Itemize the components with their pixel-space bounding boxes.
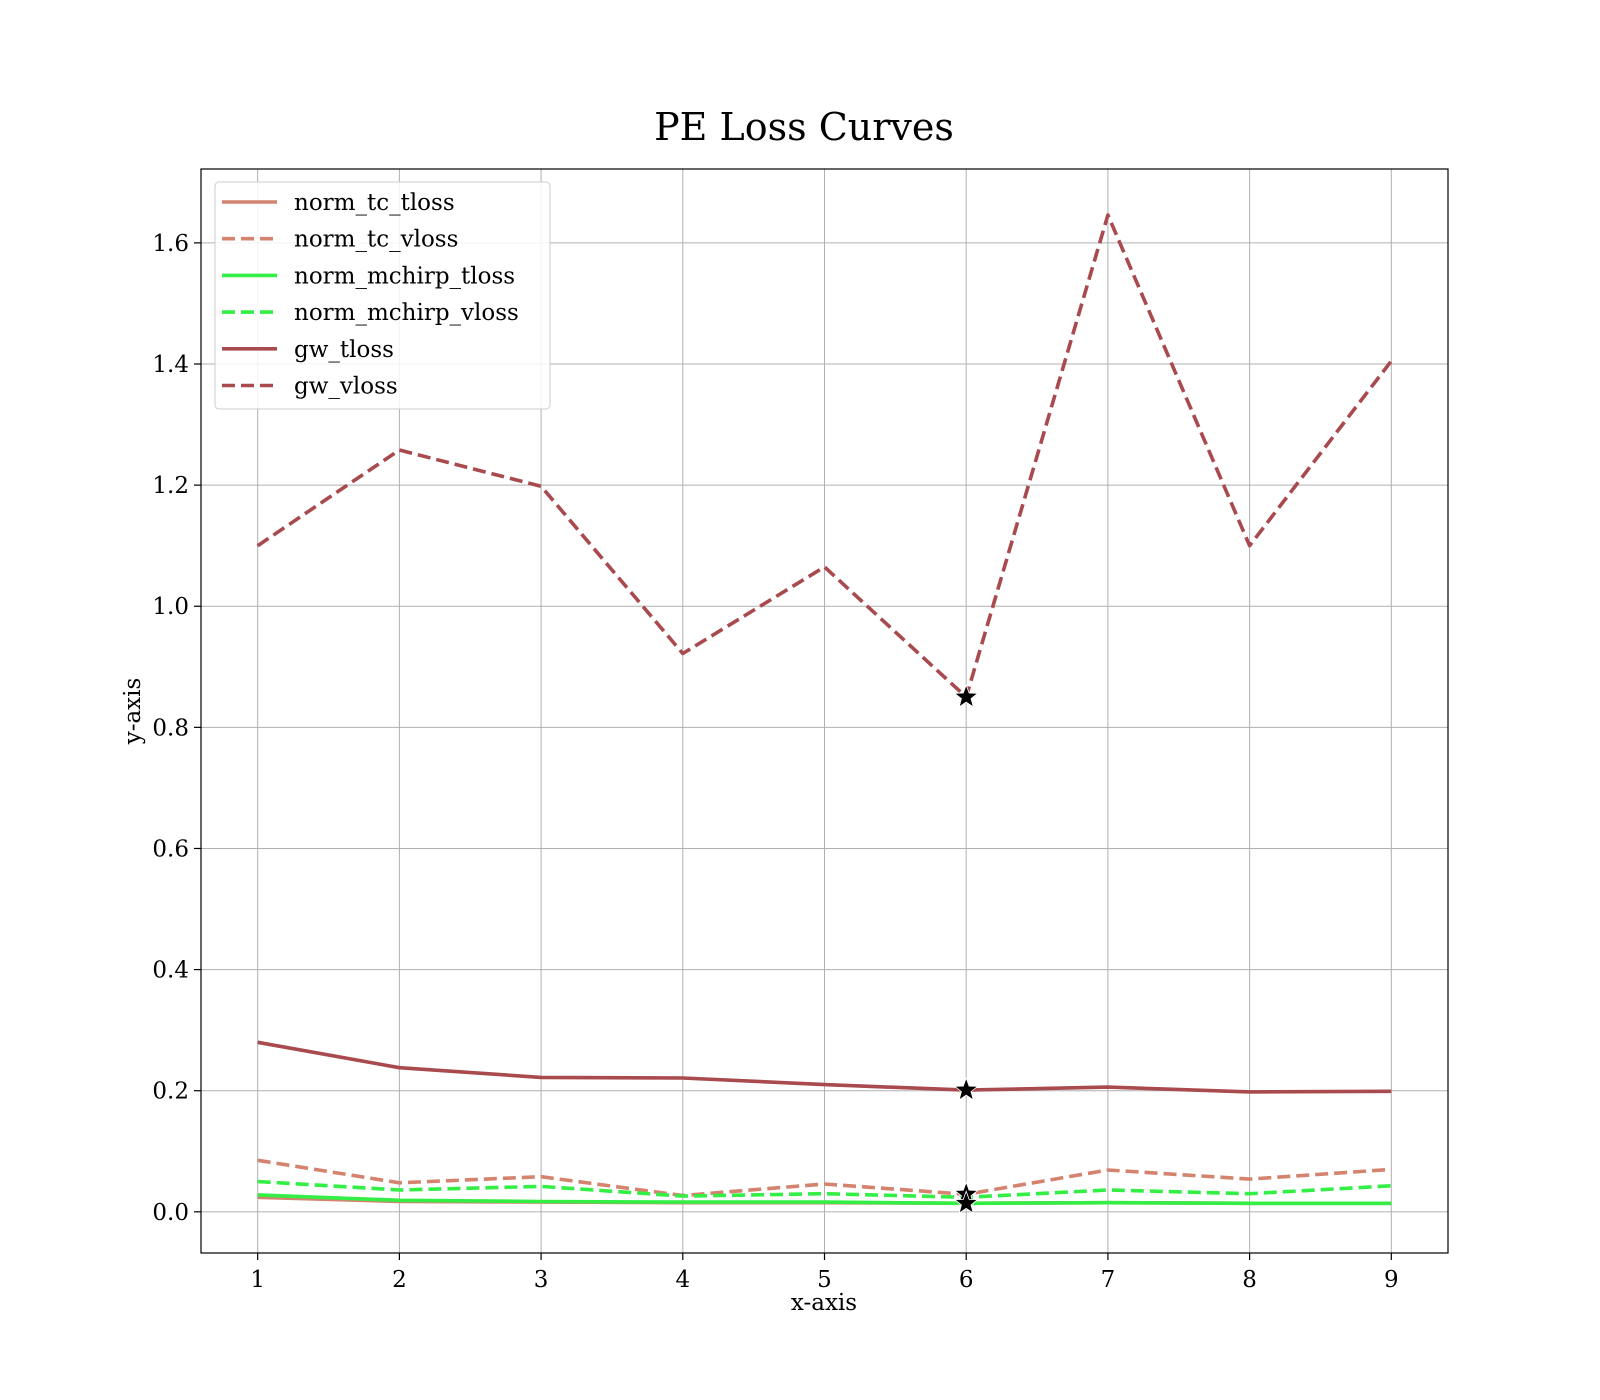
y-tick-label: 1.4 [152,352,189,378]
legend: norm_tc_tloss norm_tc_vloss norm_mchirp_tl… [214,181,551,410]
legend-label: norm_mchirp_tloss [294,263,515,289]
y-tick-label: 0.4 [152,958,189,984]
legend-label: norm_tc_tloss [294,190,455,216]
grid [201,169,1448,1253]
x-ticks: 1 2 3 4 5 6 7 8 9 [250,1253,1399,1293]
legend-label: norm_tc_vloss [294,227,458,253]
y-tick-label: 0.2 [152,1079,189,1105]
series-line-norm-tc-vloss [257,1158,1392,1198]
legend-label: norm_mchirp_vloss [294,300,519,326]
best-epoch-star-marker [953,683,979,708]
y-axis-label: y-axis [120,678,146,746]
y-ticks: 0.0 0.2 0.4 0.6 0.8 1.0 1.2 1.4 1.6 [152,231,201,1226]
legend-label: gw_tloss [294,337,394,363]
legend-label: gw_vloss [294,374,398,400]
x-tick-label: 3 [534,1267,549,1293]
best-epoch-star-marker [953,1076,979,1101]
x-tick-label: 8 [1242,1267,1257,1293]
y-tick-label: 1.2 [152,473,189,499]
x-tick-label: 5 [817,1267,832,1293]
legend-box [214,181,551,410]
marker-group [953,683,979,1215]
x-tick-label: 4 [675,1267,690,1293]
series-line-gw-vloss [256,213,1393,699]
best-epoch-star-marker [953,1190,979,1215]
y-tick-label: 0.6 [152,836,189,862]
y-tick-label: 0.0 [152,1200,189,1226]
series-group [256,213,1393,1206]
series-line-gw-tloss [257,1040,1392,1094]
x-tick-label: 9 [1384,1267,1399,1293]
x-tick-label: 1 [250,1267,265,1293]
y-tick-label: 0.8 [152,715,189,741]
y-tick-label: 1.6 [152,231,189,257]
x-tick-label: 7 [1101,1267,1116,1293]
chart-title: PE Loss Curves [654,105,954,149]
x-axis-label: x-axis [791,1290,857,1316]
x-tick-label: 6 [959,1267,974,1293]
x-tick-label: 2 [392,1267,407,1293]
y-tick-label: 1.0 [152,594,189,620]
series-line-norm-mchirp-tloss [257,1193,1392,1206]
